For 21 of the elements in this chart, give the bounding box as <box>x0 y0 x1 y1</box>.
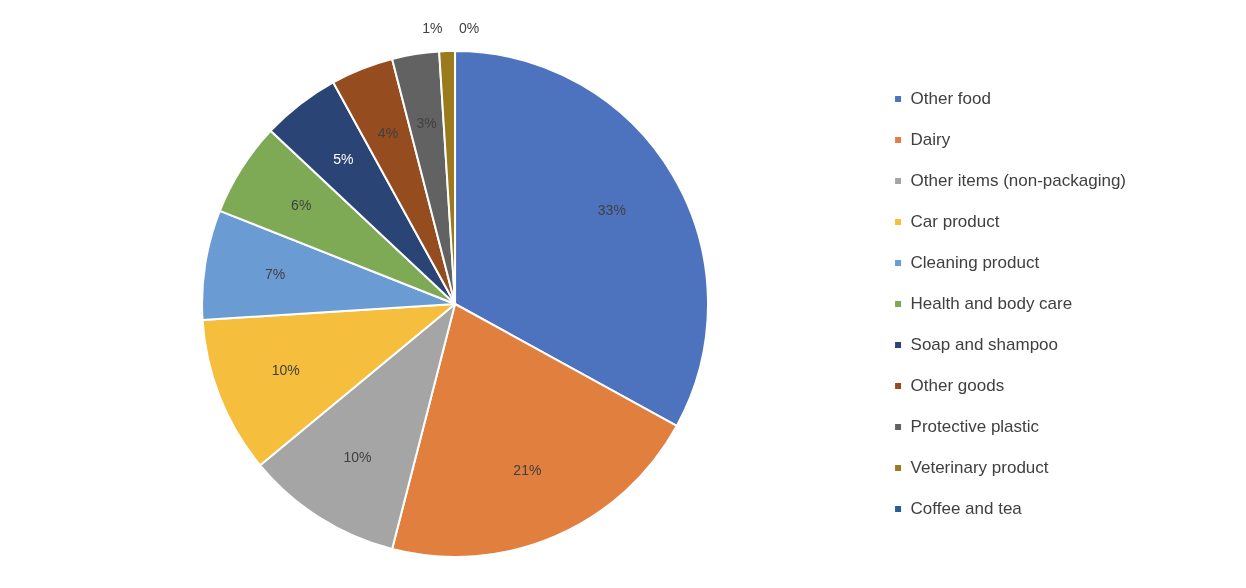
legend-label: Dairy <box>910 129 951 149</box>
data-label: 1% <box>422 20 443 36</box>
legend-label: Other goods <box>910 375 1005 395</box>
legend-label: Coffee and tea <box>910 498 1023 518</box>
legend-label: Soap and shampoo <box>910 334 1059 354</box>
data-label: 6% <box>291 197 312 214</box>
data-label: 5% <box>333 150 354 167</box>
legend-label: Health and body care <box>910 293 1073 313</box>
data-label: 10% <box>343 448 372 465</box>
legend-label: Protective plastic <box>910 416 1040 436</box>
legend-label: Other items (non-packaging) <box>910 170 1127 190</box>
legend-label: Car product <box>910 211 1000 231</box>
legend-label: Veterinary product <box>910 457 1049 477</box>
data-label: 7% <box>265 266 286 283</box>
data-label: 21% <box>513 462 542 479</box>
text: 0% <box>458 19 480 36</box>
data-label: 10% <box>271 361 300 378</box>
data-label: 33% <box>597 202 626 219</box>
legend-label: Other food <box>910 88 991 108</box>
legend-label: Cleaning product <box>910 252 1040 272</box>
data-label: 4% <box>377 125 399 142</box>
